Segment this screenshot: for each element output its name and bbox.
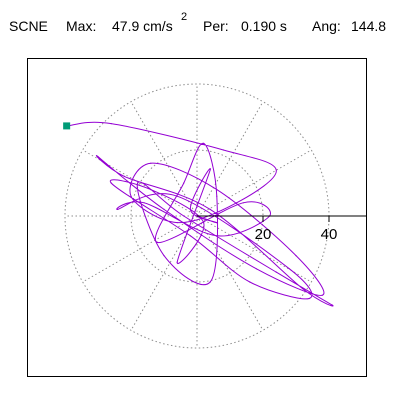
trace-point-18 (275, 271, 277, 273)
angle-value: 144.8 (351, 18, 387, 34)
trace-point-34 (308, 297, 310, 300)
period-label: Per: (203, 18, 229, 34)
trace-point-21 (163, 255, 165, 257)
trace-point-41 (209, 169, 211, 171)
trace-point-17 (331, 304, 333, 306)
trace-point-24 (203, 142, 205, 144)
trace-point-14 (123, 175, 125, 177)
trace-point-2 (222, 149, 224, 151)
trace-point-7 (150, 162, 152, 164)
trace-point-32 (176, 195, 178, 197)
grid-spoke-30 (196, 149, 312, 217)
x-tick-label-20: 20 (255, 226, 272, 243)
station-code: SCNE (9, 18, 48, 34)
trace-point-3 (275, 169, 277, 171)
trace-point-19 (183, 215, 185, 217)
max-unit-exponent: 2 (181, 11, 188, 23)
trace-point-43 (216, 222, 218, 224)
trace-point-11 (255, 268, 257, 270)
grid-spoke-120 (130, 101, 198, 217)
trace-point-26 (156, 241, 158, 243)
trace-point-36 (189, 235, 191, 237)
trace-point-37 (110, 182, 112, 184)
angle-label: Ang: (312, 18, 341, 34)
trace-point-12 (163, 208, 165, 210)
trace-point-16 (302, 288, 304, 290)
trace-point-20 (137, 182, 139, 184)
header-bar: SCNE Max: 47.9 cm/s 2 Per: 0.190 s Ang: … (9, 8, 399, 48)
trace-point-5 (176, 222, 178, 224)
start-marker (63, 122, 71, 130)
trace-point-40 (176, 261, 178, 263)
axis-group: 20 40 (197, 215, 367, 243)
trace-point-29 (216, 235, 218, 237)
trace-point-38 (150, 189, 152, 191)
trace-point-42 (189, 208, 191, 210)
trace-point-23 (216, 195, 218, 197)
trace-point-9 (295, 255, 297, 257)
max-label: Max: (66, 18, 97, 34)
trace-point-30 (143, 202, 145, 204)
trace-point-6 (130, 195, 132, 197)
motion-trace (66, 121, 334, 307)
trace-point-35 (249, 281, 251, 283)
trace-point-10 (321, 294, 323, 296)
plot-frame (27, 58, 367, 377)
trace-point-25 (183, 182, 185, 184)
trace-point-39 (203, 222, 205, 224)
trace-point-4 (236, 202, 238, 204)
trace-point-31 (117, 208, 119, 210)
trace-point-8 (216, 189, 218, 191)
trace-point-27 (242, 202, 244, 204)
trace-group (63, 121, 334, 307)
trace-point-1 (110, 123, 112, 125)
trace-point-33 (288, 268, 290, 270)
max-value: 47.9 cm/s (112, 18, 173, 34)
trace-point-15 (209, 208, 211, 210)
trace-point-13 (97, 156, 99, 158)
period-value: 0.190 s (241, 18, 287, 34)
trace-point-22 (209, 281, 211, 283)
x-tick-label-40: 40 (321, 226, 338, 243)
